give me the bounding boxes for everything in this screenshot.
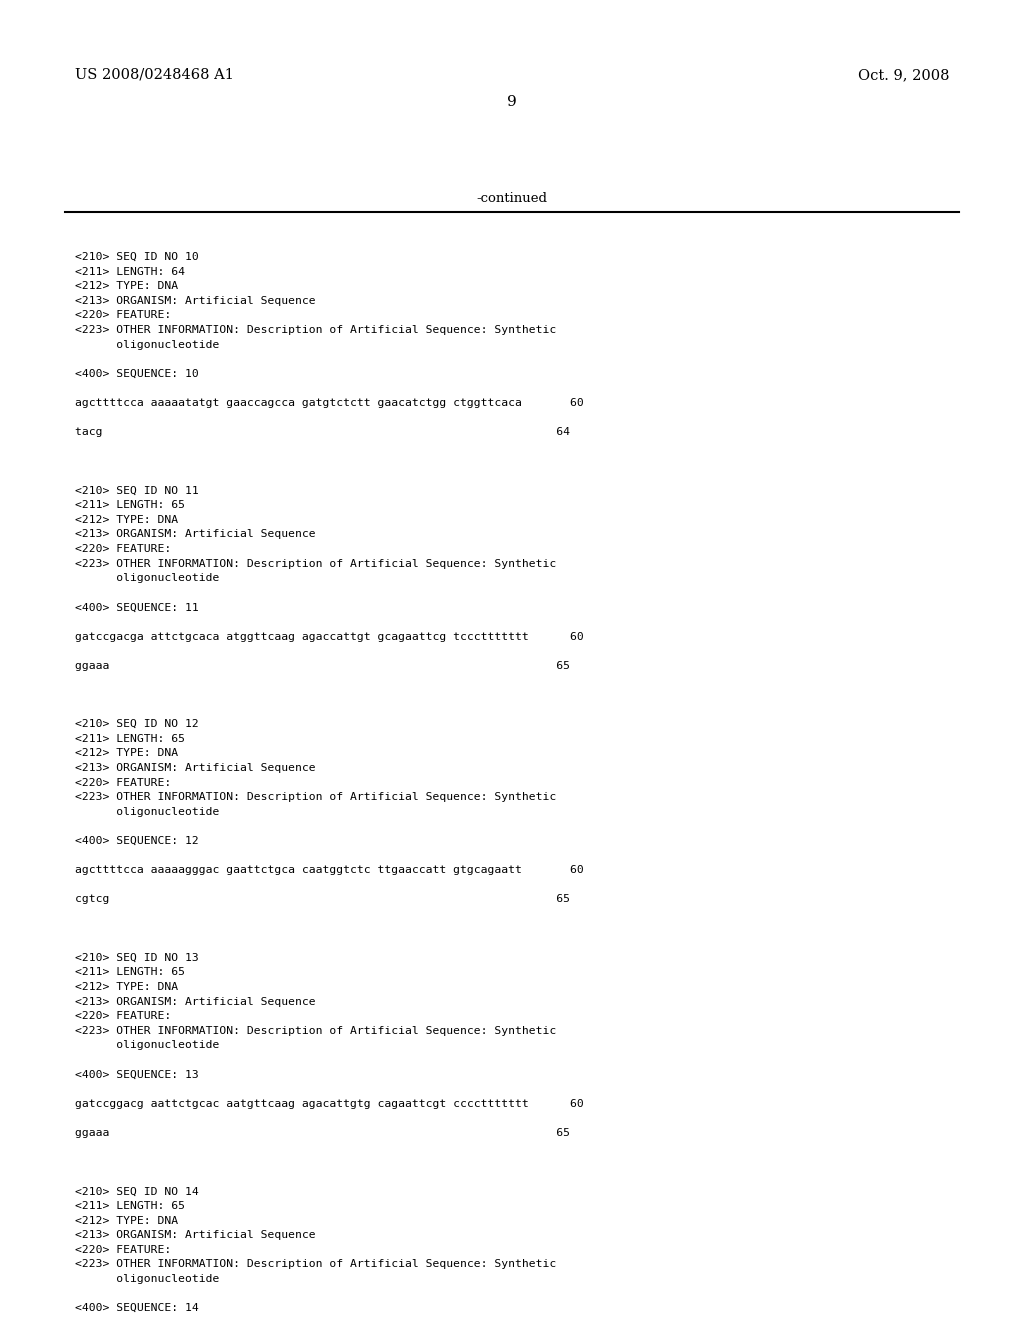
Text: Oct. 9, 2008: Oct. 9, 2008 [857,69,949,82]
Text: <213> ORGANISM: Artificial Sequence: <213> ORGANISM: Artificial Sequence [75,296,315,306]
Text: <213> ORGANISM: Artificial Sequence: <213> ORGANISM: Artificial Sequence [75,763,315,774]
Text: oligonucleotide: oligonucleotide [75,339,219,350]
Text: <213> ORGANISM: Artificial Sequence: <213> ORGANISM: Artificial Sequence [75,997,315,1007]
Text: <211> LENGTH: 65: <211> LENGTH: 65 [75,1201,185,1210]
Text: oligonucleotide: oligonucleotide [75,807,219,817]
Text: <212> TYPE: DNA: <212> TYPE: DNA [75,281,178,292]
Text: <400> SEQUENCE: 10: <400> SEQUENCE: 10 [75,368,199,379]
Text: <223> OTHER INFORMATION: Description of Artificial Sequence: Synthetic: <223> OTHER INFORMATION: Description of … [75,792,556,803]
Text: <220> FEATURE:: <220> FEATURE: [75,544,171,554]
Text: <220> FEATURE:: <220> FEATURE: [75,777,171,788]
Text: US 2008/0248468 A1: US 2008/0248468 A1 [75,69,233,82]
Text: <400> SEQUENCE: 14: <400> SEQUENCE: 14 [75,1303,199,1313]
Text: <210> SEQ ID NO 14: <210> SEQ ID NO 14 [75,1187,199,1196]
Text: <213> ORGANISM: Artificial Sequence: <213> ORGANISM: Artificial Sequence [75,529,315,540]
Text: ggaaa                                                                 65: ggaaa 65 [75,1129,570,1138]
Text: 9: 9 [507,95,517,110]
Text: <400> SEQUENCE: 13: <400> SEQUENCE: 13 [75,1069,199,1080]
Text: <211> LENGTH: 65: <211> LENGTH: 65 [75,968,185,977]
Text: <223> OTHER INFORMATION: Description of Artificial Sequence: Synthetic: <223> OTHER INFORMATION: Description of … [75,1026,556,1036]
Text: <212> TYPE: DNA: <212> TYPE: DNA [75,748,178,759]
Text: gatccgacga attctgcaca atggttcaag agaccattgt gcagaattcg tcccttttttt      60: gatccgacga attctgcaca atggttcaag agaccat… [75,631,584,642]
Text: <220> FEATURE:: <220> FEATURE: [75,310,171,321]
Text: agcttttcca aaaaatatgt gaaccagcca gatgtctctt gaacatctgg ctggttcaca       60: agcttttcca aaaaatatgt gaaccagcca gatgtct… [75,399,584,408]
Text: <211> LENGTH: 65: <211> LENGTH: 65 [75,734,185,743]
Text: oligonucleotide: oligonucleotide [75,1274,219,1284]
Text: <213> ORGANISM: Artificial Sequence: <213> ORGANISM: Artificial Sequence [75,1230,315,1241]
Text: -continued: -continued [476,191,548,205]
Text: <210> SEQ ID NO 13: <210> SEQ ID NO 13 [75,953,199,962]
Text: <220> FEATURE:: <220> FEATURE: [75,1011,171,1022]
Text: tacg                                                                  64: tacg 64 [75,428,570,437]
Text: gatccggacg aattctgcac aatgttcaag agacattgtg cagaattcgt ccccttttttt      60: gatccggacg aattctgcac aatgttcaag agacatt… [75,1098,584,1109]
Text: <223> OTHER INFORMATION: Description of Artificial Sequence: Synthetic: <223> OTHER INFORMATION: Description of … [75,1259,556,1270]
Text: <211> LENGTH: 64: <211> LENGTH: 64 [75,267,185,277]
Text: <211> LENGTH: 65: <211> LENGTH: 65 [75,500,185,511]
Text: <212> TYPE: DNA: <212> TYPE: DNA [75,515,178,525]
Text: <210> SEQ ID NO 11: <210> SEQ ID NO 11 [75,486,199,495]
Text: cgtcg                                                                 65: cgtcg 65 [75,895,570,904]
Text: oligonucleotide: oligonucleotide [75,1040,219,1051]
Text: <212> TYPE: DNA: <212> TYPE: DNA [75,982,178,993]
Text: <210> SEQ ID NO 12: <210> SEQ ID NO 12 [75,719,199,729]
Text: <400> SEQUENCE: 12: <400> SEQUENCE: 12 [75,836,199,846]
Text: <223> OTHER INFORMATION: Description of Artificial Sequence: Synthetic: <223> OTHER INFORMATION: Description of … [75,558,556,569]
Text: <210> SEQ ID NO 10: <210> SEQ ID NO 10 [75,252,199,261]
Text: ggaaa                                                                 65: ggaaa 65 [75,661,570,671]
Text: agcttttcca aaaaagggac gaattctgca caatggtctc ttgaaccatt gtgcagaatt       60: agcttttcca aaaaagggac gaattctgca caatggt… [75,865,584,875]
Text: <223> OTHER INFORMATION: Description of Artificial Sequence: Synthetic: <223> OTHER INFORMATION: Description of … [75,325,556,335]
Text: <220> FEATURE:: <220> FEATURE: [75,1245,171,1255]
Text: <400> SEQUENCE: 11: <400> SEQUENCE: 11 [75,602,199,612]
Text: <212> TYPE: DNA: <212> TYPE: DNA [75,1216,178,1225]
Text: oligonucleotide: oligonucleotide [75,573,219,583]
